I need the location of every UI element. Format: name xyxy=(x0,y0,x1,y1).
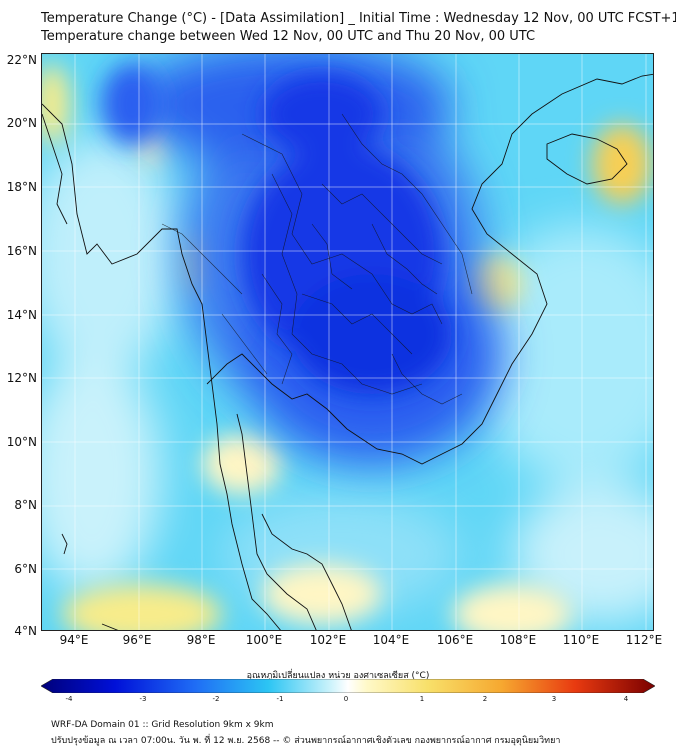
colorbar-tick: 0 xyxy=(343,695,349,703)
colorbar-label: อุณหภูมิเปลี่ยนแปลง หน่วย องศาเซลเซียส (… xyxy=(246,671,430,681)
lat-tick-label: 14°N xyxy=(6,308,37,322)
lat-tick-label: 22°N xyxy=(6,53,37,67)
colorbar-tick: -2 xyxy=(212,695,220,703)
lat-tick-label: 4°N xyxy=(14,624,37,638)
lon-tick-label: 106°E xyxy=(436,633,474,647)
map-subtitle: Temperature change between Wed 12 Nov, 0… xyxy=(41,29,536,44)
lat-tick-label: 18°N xyxy=(6,180,37,194)
lon-tick-label: 98°E xyxy=(186,633,216,647)
colorbar-tick: -1 xyxy=(276,695,284,703)
lon-tick-label: 94°E xyxy=(59,633,89,647)
lat-tick-label: 16°N xyxy=(6,244,37,258)
lon-tick-label: 104°E xyxy=(372,633,410,647)
colorbar-tick: -4 xyxy=(65,695,73,703)
map-title: Temperature Change (°C) - [Data Assimila… xyxy=(41,11,676,26)
footer-credit: ปรับปรุงข้อมูล ณ เวลา 07:00น. วัน พ. ที่… xyxy=(51,736,561,746)
colorbar-tick: 1 xyxy=(419,695,425,703)
lon-tick-label: 100°E xyxy=(245,633,283,647)
lon-tick-label: 110°E xyxy=(562,633,600,647)
lon-tick-label: 112°E xyxy=(625,633,663,647)
lat-tick-label: 12°N xyxy=(6,371,37,385)
lon-tick-label: 108°E xyxy=(499,633,537,647)
temperature-change-map xyxy=(41,53,654,631)
coastlines xyxy=(42,73,653,630)
map-canvas xyxy=(42,54,653,630)
colorbar-tick: 3 xyxy=(551,695,557,703)
lat-tick-label: 8°N xyxy=(14,498,37,512)
lon-tick-label: 96°E xyxy=(122,633,152,647)
colorbar-tick: 4 xyxy=(623,695,629,703)
province-borders xyxy=(161,113,473,405)
lat-tick-label: 20°N xyxy=(6,116,37,130)
lat-tick-label: 6°N xyxy=(14,562,37,576)
colorbar-tick: 2 xyxy=(482,695,488,703)
footer-model-info: WRF-DA Domain 01 :: Grid Resolution 9km … xyxy=(51,720,274,730)
colorbar xyxy=(41,679,655,693)
colorbar-tick: -3 xyxy=(139,695,147,703)
lat-tick-label: 10°N xyxy=(6,435,37,449)
lon-tick-label: 102°E xyxy=(309,633,347,647)
